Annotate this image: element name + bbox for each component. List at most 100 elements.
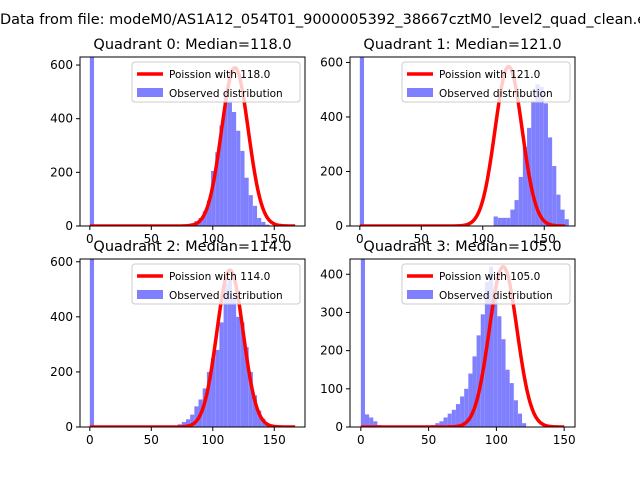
axes-frame [349,56,576,227]
y-tick-label: 0 [335,420,343,434]
histogram-bar [194,406,199,427]
subplot-title: Quadrant 2: Median=114.0 [93,239,291,255]
histogram-bar [464,388,469,427]
legend-label: Observed distribution [439,290,553,302]
histogram-bar [244,177,249,226]
histogram-bar [522,146,528,226]
histogram-bar [505,369,510,427]
subplot-title: Quadrant 1: Median=121.0 [363,37,561,53]
y-tick-label: 400 [320,110,343,124]
histogram-bar [181,422,186,427]
histogram-bar [89,259,95,427]
histogram-bar [227,278,232,427]
legend-patch-swatch [137,88,163,97]
histogram-bar [531,100,536,226]
y-tick-label: 400 [50,310,73,324]
y-tick-label: 200 [50,165,73,179]
legend-label: Observed distribution [169,88,283,100]
legend-label: Poission with 114.0 [169,271,270,283]
quadrant-3-marks [359,259,566,427]
quadrant-2-axes: 0 50 100 150 0 200 400 600 Quadrant 2: Median=11… [50,239,306,447]
histogram-bar [257,410,262,427]
poisson-curve [359,264,566,427]
legend-label: Observed distribution [169,290,283,302]
y-tick-label: 600 [320,55,343,69]
histogram-bar [518,176,523,226]
poisson-curve [88,65,297,226]
histogram-bar [539,86,544,226]
histogram-bar [373,421,378,427]
histogram-bar [497,316,502,427]
histogram-bar [257,217,262,226]
histogram-bar [493,289,498,427]
x-tick-label: 50 [421,433,436,447]
histogram-bar [202,211,207,226]
histogram-bar [206,371,212,427]
legend: Poission with 118.0 Observed distribution [131,61,301,103]
x-tick-label: 50 [144,433,159,447]
histogram-bar [185,419,191,427]
histogram-bar [501,217,507,226]
legend-patch-swatch [137,290,163,299]
histogram-bar [240,150,245,226]
histogram-bar [439,421,444,427]
histogram-bar [435,423,440,427]
histogram-bar [231,111,237,226]
histogram-bar [522,423,527,427]
histogram-bar [206,200,212,226]
legend: Poission with 114.0 Observed distribution [131,263,301,305]
histogram-bar [460,396,465,427]
y-tick-label: 200 [50,365,73,379]
histogram-bar [455,404,461,427]
histogram-bar [488,266,494,427]
histogram-bar [447,413,452,427]
histogram-bar [451,409,456,427]
histogram-bar [501,339,506,427]
x-tick-label: 100 [485,433,508,447]
histogram-bar [560,209,565,226]
quadrant-0-axes: 0 50 100 150 0 200 400 600 Quadrant 0: Median=11… [50,37,306,246]
histogram-bar [513,400,518,427]
x-tick-label: 0 [86,232,94,246]
x-tick-label: 50 [144,232,159,246]
legend-box [131,263,301,305]
histogram-bar [223,283,228,427]
x-tick-label: 0 [356,232,364,246]
histogram-bar [547,137,553,226]
y-tick-label: 200 [320,164,343,178]
histogram-bar [252,205,258,226]
histogram-bar [261,221,266,226]
histogram-bar [497,217,502,226]
histogram-bar [517,413,523,427]
histogram-bar [215,152,220,226]
histogram-bar [510,209,515,226]
y-tick-label: 400 [320,267,343,281]
x-tick-label: 150 [553,433,576,447]
histogram-bar [227,102,232,226]
histogram-bar [360,259,365,427]
histogram-bar [359,57,365,226]
y-tick-label: 0 [335,219,343,233]
quadrant-0-marks [88,57,297,226]
histogram-bar [369,417,374,427]
histogram-bar [552,166,557,226]
histogram-bar [556,194,561,226]
histogram-bar [240,322,245,427]
y-tick-label: 200 [320,344,343,358]
subplot-title: Quadrant 0: Median=118.0 [93,37,291,53]
subplot-title: Quadrant 3: Median=105.0 [363,239,561,255]
histogram-bar [236,316,241,427]
quadrant-2-marks [88,259,297,427]
y-tick-label: 0 [65,420,73,434]
x-tick-label: 0 [357,433,365,447]
histogram-bar [514,200,519,226]
legend-label: Observed distribution [439,88,553,100]
x-tick-label: 100 [201,232,224,246]
histogram-bar [248,371,253,427]
legend-box [131,61,301,103]
legend-label: Poission with 121.0 [439,69,540,81]
legend-box [401,263,571,305]
histogram-bar [265,224,270,226]
